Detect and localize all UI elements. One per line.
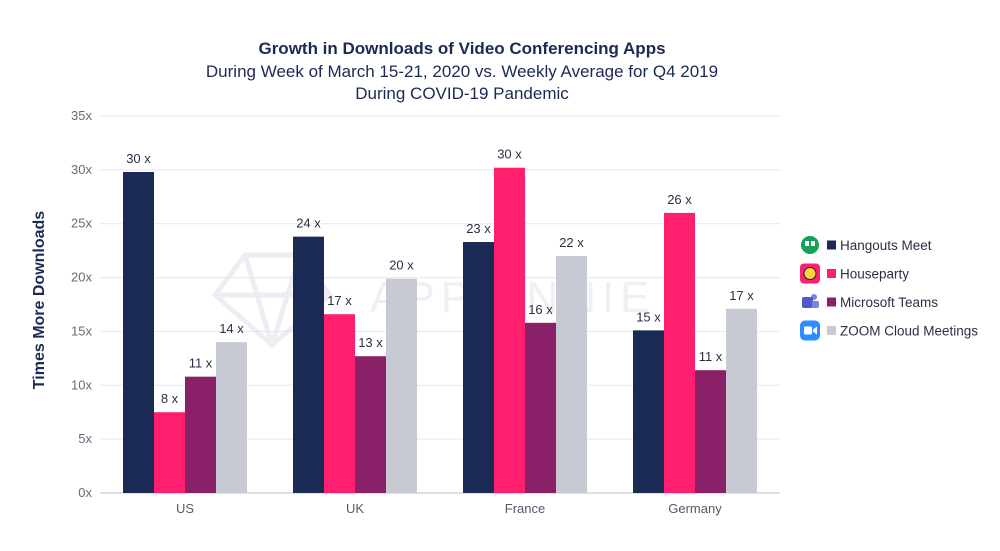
data-label: 23 x (466, 221, 491, 236)
category-label-us: US (176, 501, 194, 516)
bars (123, 167, 757, 494)
bar-houseparty-uk (324, 314, 355, 493)
bar-houseparty-us (154, 412, 185, 493)
bar-zoom-cloud-meetings-us (216, 342, 247, 493)
bar-microsoft-teams-germany (695, 370, 726, 493)
chart-subtitle-line-2: During COVID-19 Pandemic (355, 84, 569, 103)
data-label: 13 x (358, 335, 383, 350)
category-label-france: France (505, 501, 545, 516)
data-label: 17 x (729, 288, 754, 303)
chart-title: Growth in Downloads of Video Conferencin… (258, 39, 665, 58)
legend-label: ZOOM Cloud Meetings (840, 324, 978, 339)
data-label: 11 x (699, 349, 723, 364)
data-label: 24 x (296, 216, 321, 231)
legend-swatch (827, 297, 836, 307)
legend-item-zoom-cloud-meetings: ZOOM Cloud Meetings (800, 320, 978, 341)
legend-swatch (827, 269, 836, 278)
data-label: 20 x (389, 258, 414, 273)
bar-hangouts-meet-us (123, 172, 154, 494)
legend-swatch (827, 240, 836, 250)
bar-zoom-cloud-meetings-france (556, 256, 587, 493)
houseparty-icon (800, 263, 820, 284)
bar-houseparty-germany (664, 212, 695, 493)
legend-swatch (827, 326, 836, 335)
data-label: 14 x (219, 321, 244, 336)
bar-microsoft-teams-uk (355, 356, 386, 493)
y-tick-label: 0x (78, 485, 92, 500)
data-labels: 30 x 8 x 11 x 14 x 24 x 17 x 13 x 20 x 23 x 30 x 1… (126, 147, 754, 407)
y-tick-label: 25x (71, 216, 92, 231)
data-label: 30 x (126, 151, 151, 166)
data-label: 11 x (189, 356, 213, 371)
y-axis-ticks: 0x 5x 10x 15x 20x 25x 30x 35x (71, 108, 92, 500)
y-tick-label: 15x (71, 323, 92, 338)
y-axis-label: Times More Downloads (31, 211, 48, 390)
y-tick-label: 35x (71, 108, 92, 123)
microsoft-teams-icon (802, 294, 819, 308)
x-axis-categories: US UK France Germany (176, 501, 722, 516)
data-label: 30 x (497, 147, 522, 162)
legend-label: Hangouts Meet (840, 238, 932, 253)
y-tick-label: 10x (71, 377, 92, 392)
y-tick-label: 30x (71, 162, 92, 177)
data-label: 8 x (161, 391, 179, 406)
legend-label: Houseparty (840, 267, 909, 282)
legend: Hangouts Meet Houseparty Microsoft Teams ZO… (800, 236, 978, 341)
category-label-germany: Germany (668, 501, 722, 516)
data-label: 26 x (667, 192, 692, 207)
legend-item-microsoft-teams: Microsoft Teams (802, 294, 938, 310)
legend-item-hangouts-meet: Hangouts Meet (801, 236, 932, 254)
chart-subtitle-line-1: During Week of March 15-21, 2020 vs. Wee… (206, 62, 718, 81)
bar-microsoft-teams-us (185, 376, 216, 493)
data-label: 16 x (528, 302, 553, 317)
data-label: 22 x (559, 235, 584, 250)
bar-hangouts-meet-uk (293, 236, 324, 493)
y-tick-label: 20x (71, 270, 92, 285)
data-label: 17 x (327, 293, 352, 308)
zoom-icon (800, 320, 820, 341)
hangouts-meet-icon (801, 236, 819, 254)
bar-hangouts-meet-france (463, 242, 494, 493)
bar-hangouts-meet-germany (633, 330, 664, 493)
data-label: 15 x (636, 309, 661, 324)
y-tick-label: 5x (78, 431, 92, 446)
bar-microsoft-teams-france (525, 322, 556, 493)
bar-zoom-cloud-meetings-germany (726, 308, 757, 493)
bar-houseparty-france (494, 167, 525, 493)
category-label-uk: UK (346, 501, 364, 516)
bar-zoom-cloud-meetings-uk (386, 278, 417, 493)
legend-item-houseparty: Houseparty (800, 263, 909, 284)
legend-label: Microsoft Teams (840, 295, 938, 310)
